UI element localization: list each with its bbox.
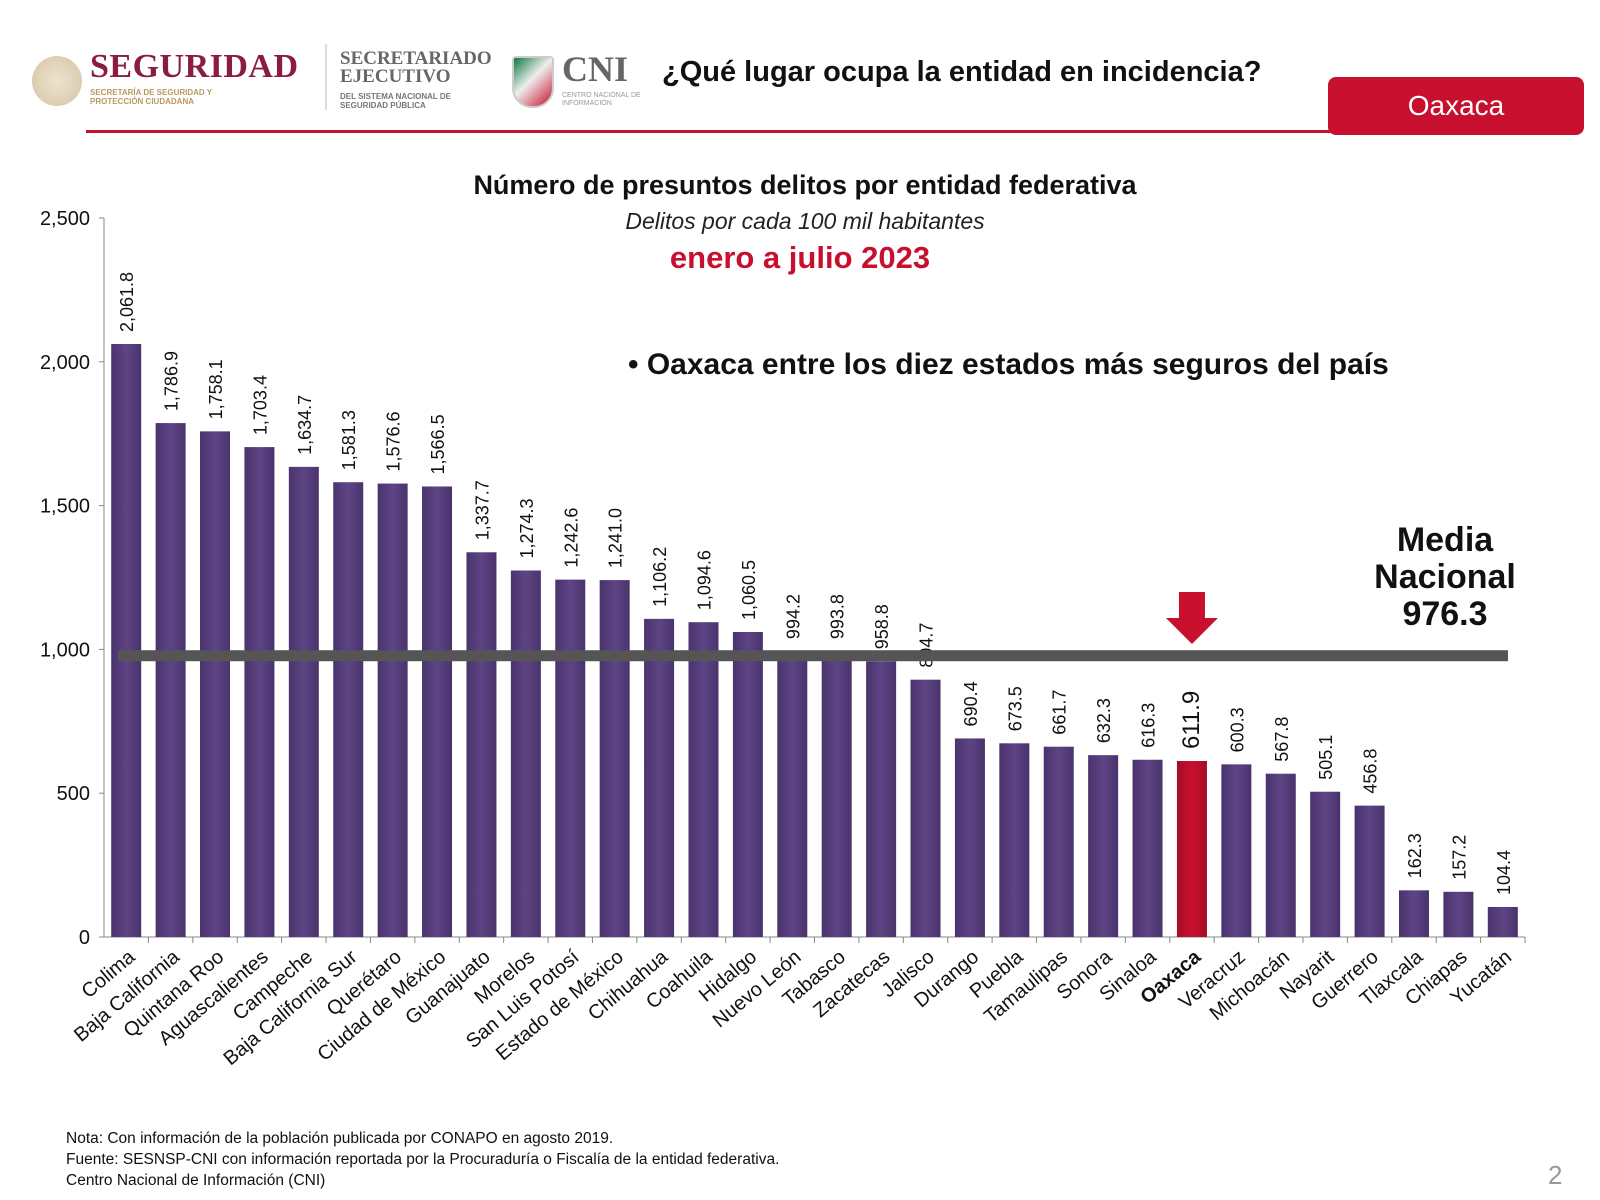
bar-oaxaca	[1176, 761, 1207, 937]
data-label: 2,061.8	[117, 272, 137, 332]
bar-ciudad-de-méxico	[422, 486, 453, 937]
y-tick-label: 500	[57, 783, 90, 805]
y-tick-label: 2,000	[40, 352, 90, 374]
mean-value: 976.3	[1402, 595, 1488, 633]
bar-querétaro	[377, 483, 408, 937]
data-label: 616.3	[1139, 703, 1159, 748]
data-label: 673.5	[1005, 686, 1025, 731]
bar-aguascalientes	[244, 447, 275, 937]
mean-label-line1: Media	[1396, 521, 1494, 559]
seguridad-logo: SEGURIDAD	[90, 48, 299, 85]
bar-jalisco	[910, 679, 941, 937]
mean-label-line2: Nacional	[1374, 558, 1516, 596]
cni-shield-icon	[512, 56, 554, 108]
data-label: 1,703.4	[250, 375, 270, 435]
bar-tlaxcala	[1398, 890, 1429, 937]
annotation-bullet: • Oaxaca entre los diez estados más segu…	[628, 348, 1389, 381]
data-label: 1,241.0	[606, 508, 626, 568]
bar-morelos	[510, 570, 541, 937]
seguridad-logo-subtitle: SECRETARÍA DE SEGURIDAD Y PROTECCIÓN CIU…	[90, 88, 212, 106]
bar-chihuahua	[644, 618, 675, 937]
bar-durango	[954, 738, 985, 937]
bar-puebla	[999, 743, 1030, 937]
data-label: 994.2	[783, 594, 803, 639]
data-label: 505.1	[1316, 735, 1336, 780]
bar-colima	[111, 344, 142, 937]
data-label: 661.7	[1050, 690, 1070, 735]
bar-zacatecas	[866, 661, 897, 937]
data-label: 1,242.6	[561, 508, 581, 568]
national-seal-logo	[32, 56, 82, 106]
bar-michoacán	[1265, 773, 1296, 937]
data-label: 958.8	[872, 604, 892, 649]
bar-veracruz	[1221, 764, 1252, 937]
chart-period: enero a julio 2023	[669, 240, 931, 275]
data-label: 1,758.1	[206, 359, 226, 419]
y-tick-label: 0	[79, 927, 90, 949]
data-label: 1,634.7	[295, 395, 315, 455]
data-label: 1,786.9	[162, 351, 182, 411]
bar-tabasco	[821, 651, 852, 937]
annotation-text: Oaxaca entre los diez estados más seguro…	[646, 348, 1389, 381]
y-tick-label: 1,000	[40, 639, 90, 661]
data-label: 1,106.2	[650, 547, 670, 607]
y-tick-label: 1,500	[40, 496, 90, 518]
secretariado-logo-subtitle: DEL SISTEMA NACIONAL DE SEGURIDAD PÚBLIC…	[340, 92, 451, 110]
bar-campeche	[288, 466, 319, 937]
bar-guanajuato	[466, 552, 497, 937]
bar-sinaloa	[1132, 759, 1163, 937]
bar-guerrero	[1354, 805, 1385, 937]
data-label: 993.8	[828, 594, 848, 639]
note-line: Nota: Con información de la población pu…	[66, 1130, 614, 1147]
header-rule	[86, 130, 1336, 133]
data-label: 690.4	[961, 681, 981, 726]
source-line: Fuente: SESNSP-CNI con información repor…	[66, 1151, 780, 1168]
chart-subtitle: Delitos por cada 100 mil habitantes	[625, 208, 985, 234]
logo-divider	[325, 44, 327, 110]
secretariado-logo: SECRETARIADO EJECUTIVO	[340, 48, 492, 87]
data-label: 567.8	[1272, 717, 1292, 762]
data-label: 1,581.3	[339, 410, 359, 470]
mean-label: Media Nacional 976.3	[1360, 522, 1530, 633]
data-label: 162.3	[1405, 833, 1425, 878]
data-label: 600.3	[1227, 707, 1247, 752]
footnotes: Nota: Con información de la población pu…	[66, 1128, 779, 1191]
data-label: 1,060.5	[739, 560, 759, 620]
data-label: 1,337.7	[472, 480, 492, 540]
bar-chiapas	[1443, 891, 1474, 937]
data-label: 1,566.5	[428, 414, 448, 474]
data-label: 611.9	[1178, 691, 1205, 749]
bar-yucatán	[1487, 906, 1518, 937]
data-label: 1,576.6	[384, 412, 404, 472]
cni-logo-subtitle: CENTRO NACIONAL DE INFORMACIÓN	[562, 92, 641, 107]
bar-nuevo-león	[777, 651, 808, 937]
cni-logo: CNI	[562, 49, 629, 89]
header-question: ¿Qué lugar ocupa la entidad en incidenci…	[662, 56, 1262, 88]
mean-line	[118, 650, 1508, 662]
y-tick-label: 2,500	[40, 208, 90, 230]
credit-line: Centro Nacional de Información (CNI)	[66, 1172, 326, 1189]
bar-hidalgo	[732, 632, 763, 937]
down-arrow-icon	[1165, 592, 1218, 644]
data-label: 157.2	[1449, 835, 1469, 880]
data-label: 104.4	[1494, 850, 1514, 895]
bar-san-luis-potosí	[555, 579, 586, 937]
bar-nayarit	[1310, 791, 1341, 937]
state-badge: Oaxaca	[1328, 77, 1584, 135]
data-label: 1,274.3	[517, 498, 537, 558]
bar-baja-california	[155, 423, 186, 938]
data-label: 632.3	[1094, 698, 1114, 743]
page-number: 2	[1548, 1160, 1563, 1190]
bar-tamaulipas	[1043, 746, 1074, 937]
bar-baja-california-sur	[333, 482, 364, 937]
bar-estado-de-méxico	[599, 580, 630, 937]
bar-quintana-roo	[200, 431, 231, 937]
bar-sonora	[1088, 755, 1119, 937]
bar-coahuila	[688, 622, 719, 937]
data-label: 1,094.6	[694, 550, 714, 610]
data-label: 456.8	[1361, 749, 1381, 794]
chart-title: Número de presuntos delitos por entidad …	[473, 170, 1137, 200]
